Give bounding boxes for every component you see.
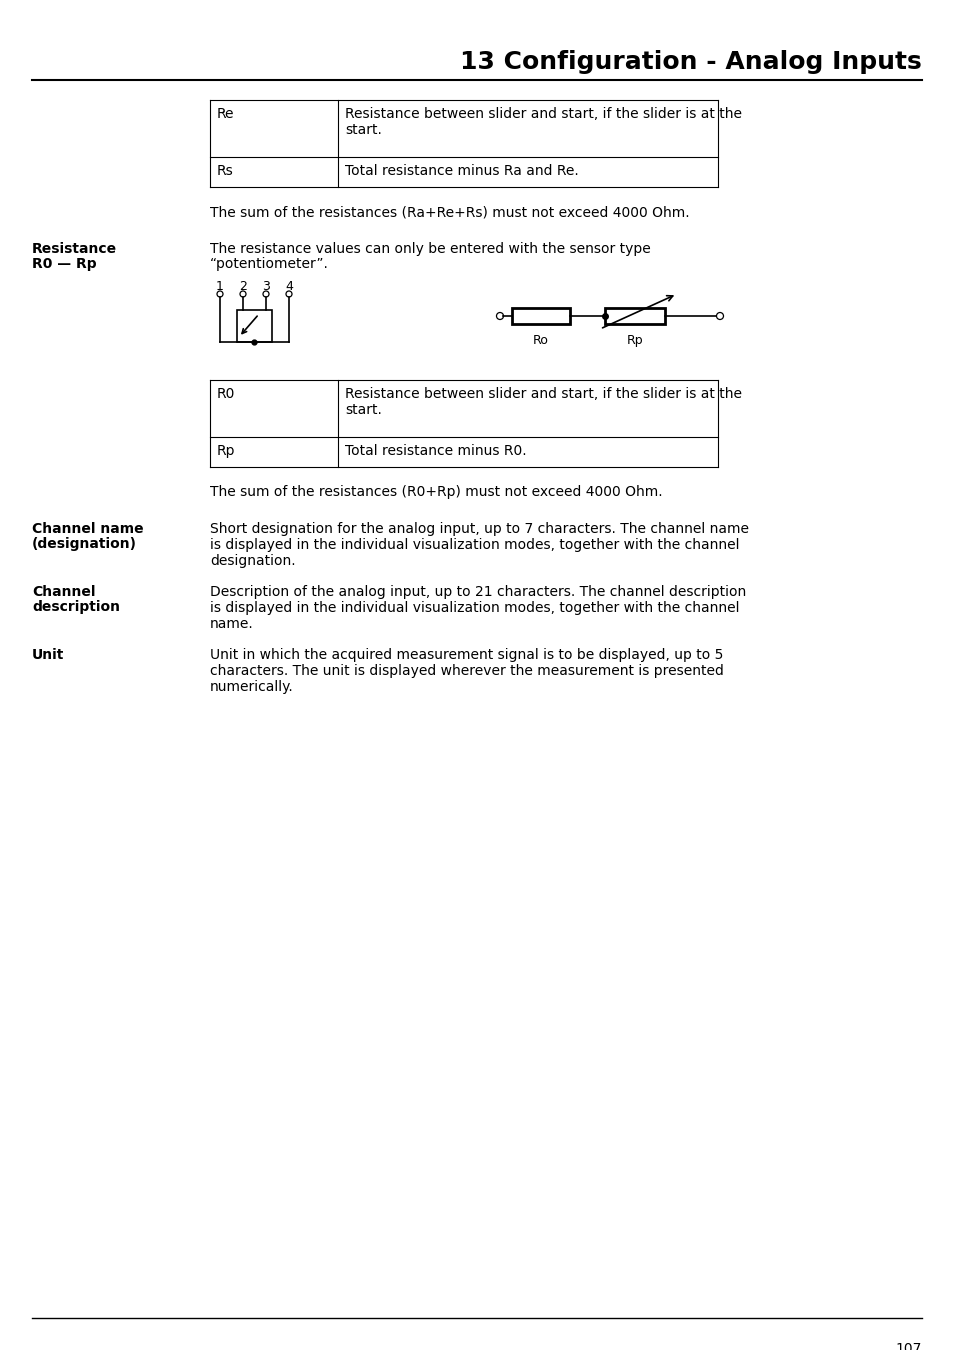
- Text: Rp: Rp: [216, 444, 235, 458]
- Text: Channel: Channel: [32, 585, 95, 599]
- Text: Unit in which the acquired measurement signal is to be displayed, up to 5
charac: Unit in which the acquired measurement s…: [210, 648, 723, 694]
- Text: Total resistance minus R0.: Total resistance minus R0.: [345, 444, 526, 458]
- Text: (designation): (designation): [32, 537, 137, 551]
- Text: 1: 1: [215, 279, 224, 293]
- Text: 4: 4: [285, 279, 293, 293]
- Text: Total resistance minus Ra and Re.: Total resistance minus Ra and Re.: [345, 163, 578, 178]
- Text: 13 Configuration - Analog Inputs: 13 Configuration - Analog Inputs: [459, 50, 921, 74]
- Text: 107: 107: [895, 1342, 921, 1350]
- Text: Description of the analog input, up to 21 characters. The channel description
is: Description of the analog input, up to 2…: [210, 585, 745, 632]
- Text: The resistance values can only be entered with the sensor type: The resistance values can only be entere…: [210, 242, 650, 256]
- Text: Rs: Rs: [216, 163, 233, 178]
- Text: Channel name: Channel name: [32, 522, 144, 536]
- Text: Short designation for the analog input, up to 7 characters. The channel name
is : Short designation for the analog input, …: [210, 522, 748, 568]
- Bar: [604, 308, 664, 324]
- Text: R0 — Rp: R0 — Rp: [32, 256, 96, 271]
- Text: The sum of the resistances (Ra+Re+Rs) must not exceed 4000 Ohm.: The sum of the resistances (Ra+Re+Rs) mu…: [210, 205, 689, 219]
- Text: Re: Re: [216, 107, 234, 122]
- Text: The sum of the resistances (R0+Rp) must not exceed 4000 Ohm.: The sum of the resistances (R0+Rp) must …: [210, 485, 662, 500]
- Text: Unit: Unit: [32, 648, 64, 662]
- Text: 3: 3: [262, 279, 270, 293]
- Text: Resistance: Resistance: [32, 242, 117, 256]
- Text: description: description: [32, 599, 120, 614]
- Bar: [236, 310, 272, 342]
- Text: R0: R0: [216, 387, 235, 401]
- Text: “potentiometer”.: “potentiometer”.: [210, 256, 329, 271]
- Text: 2: 2: [239, 279, 247, 293]
- Bar: [512, 308, 569, 324]
- Text: Resistance between slider and start, if the slider is at the
start.: Resistance between slider and start, if …: [345, 107, 741, 138]
- Text: Resistance between slider and start, if the slider is at the
start.: Resistance between slider and start, if …: [345, 387, 741, 417]
- Text: Ro: Ro: [533, 333, 548, 347]
- Text: Rp: Rp: [626, 333, 642, 347]
